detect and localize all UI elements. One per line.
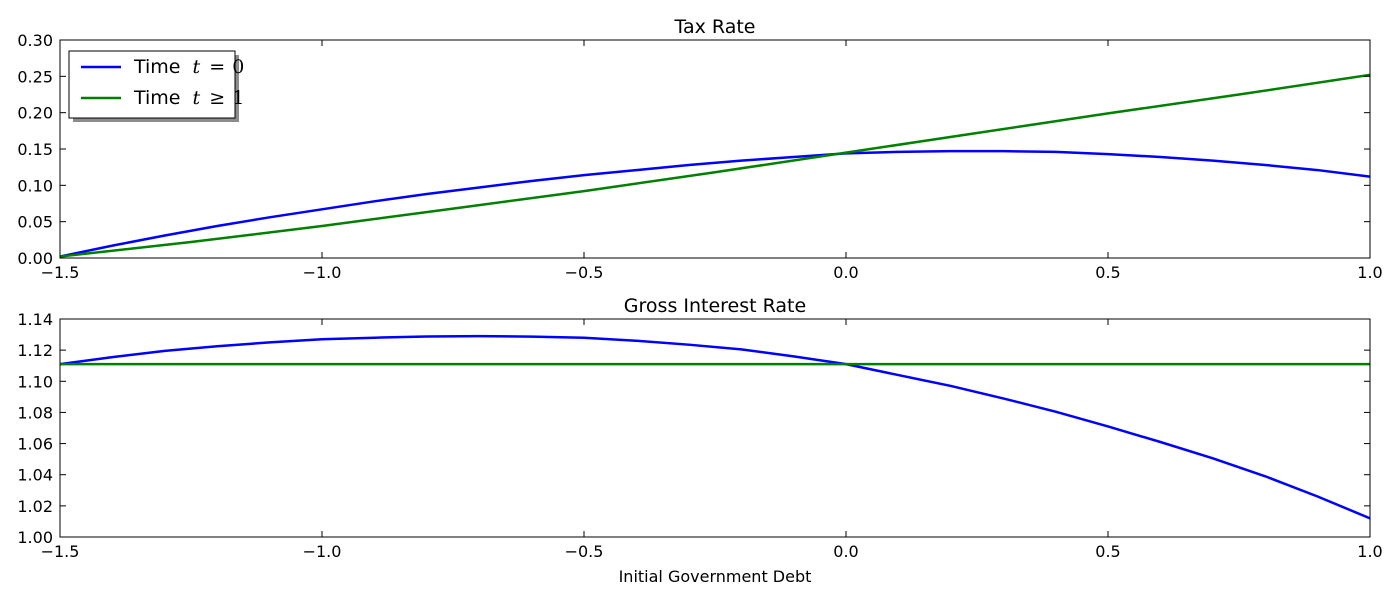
legend-box [68, 50, 236, 119]
interest-rate-x-axis-label: Initial Government Debt [619, 567, 812, 586]
tax-rate-y-tick-label-4: 0.20 [17, 104, 53, 123]
tax-rate-y-ticks: 0.00 0.05 0.10 0.15 0.20 0.25 0.30 [17, 31, 1370, 268]
legend-entry-t0-var: t [193, 56, 201, 78]
tax-rate-y-tick-label-0: 0.00 [17, 249, 53, 268]
interest-rate-y-tick-label-5: 1.10 [17, 372, 53, 391]
interest-rate-axes: Gross Interest Rate −1.5 −1.0 −0.5 0.0 0.5 1.… [17, 295, 1382, 586]
interest-rate-y-tick-label-1: 1.02 [17, 497, 53, 516]
interest-rate-title: Gross Interest Rate [624, 295, 806, 317]
interest-rate-y-ticks: 1.00 1.02 1.04 1.06 1.08 1.10 1.12 1.14 [17, 310, 1370, 547]
tax-rate-x-ticks: −1.5 −1.0 −0.5 0.0 0.5 1.0 [41, 40, 1383, 282]
tax-rate-series-1-line [60, 73, 1370, 258]
tax-rate-y-tick-label-3: 0.15 [17, 140, 53, 159]
interest-rate-y-tick-label-0: 1.00 [17, 528, 53, 547]
interest-rate-frame [59, 318, 1371, 538]
interest-rate-x-tick-label-1: −1.0 [303, 542, 342, 561]
interest-rate-y-tick-label-6: 1.12 [17, 341, 53, 360]
interest-rate-x-ticks: −1.5 −1.0 −0.5 0.0 0.5 1.0 [41, 319, 1383, 561]
tax-rate-y-tick-label-1: 0.05 [17, 213, 53, 232]
tax-rate-axes: Tax Rate −1.5 −1.0 −0.5 0.0 0.5 1.0 0.000.050… [17, 16, 1382, 282]
legend-entry-t1-val: 1 [232, 87, 244, 109]
interest-rate-y-tick-label-7: 1.14 [17, 310, 53, 329]
interest-rate-series-group [60, 334, 1370, 520]
tax-rate-x-tick-label-0: −1.5 [41, 263, 80, 282]
legend-entry-t1-op: ≥ [209, 87, 225, 109]
tax-rate-title: Tax Rate [674, 16, 756, 38]
interest-rate-y-tick-label-4: 1.08 [17, 403, 53, 422]
legend: Time t = 0 Time t ≥ 1 [68, 50, 244, 122]
legend-entry-t1: Time t ≥ 1 [133, 87, 244, 109]
legend-entry-t1-var: t [193, 87, 201, 109]
legend-entry-t0-prefix: Time [133, 56, 181, 78]
legend-entry-t0: Time t = 0 [133, 56, 244, 78]
legend-entry-t0-op: = [209, 56, 225, 78]
interest-rate-series-0-line [60, 334, 1370, 520]
tax-rate-x-tick-label-5: 1.0 [1357, 263, 1382, 282]
tax-rate-series-0-line [60, 149, 1370, 258]
interest-rate-y-tick-label-2: 1.04 [17, 466, 53, 485]
tax-rate-series-group [60, 73, 1370, 258]
tax-rate-frame [59, 39, 1371, 259]
tax-rate-x-tick-label-3: 0.0 [833, 263, 858, 282]
tax-rate-x-tick-label-2: −0.5 [565, 263, 604, 282]
legend-entry-t1-prefix: Time [133, 87, 181, 109]
interest-rate-x-tick-label-5: 1.0 [1357, 542, 1382, 561]
interest-rate-x-tick-label-2: −0.5 [565, 542, 604, 561]
tax-rate-y-tick-label-2: 0.10 [17, 176, 53, 195]
tax-rate-y-tick-label-6: 0.30 [17, 31, 53, 50]
legend-entry-t0-val: 0 [232, 56, 244, 78]
interest-rate-x-tick-label-3: 0.0 [833, 542, 858, 561]
tax-rate-y-tick-label-5: 0.25 [17, 67, 53, 86]
tax-rate-x-tick-label-1: −1.0 [303, 263, 342, 282]
interest-rate-y-tick-label-3: 1.06 [17, 435, 53, 454]
interest-rate-x-tick-label-0: −1.5 [41, 542, 80, 561]
tax-rate-x-tick-label-4: 0.5 [1095, 263, 1120, 282]
interest-rate-x-tick-label-4: 0.5 [1095, 542, 1120, 561]
